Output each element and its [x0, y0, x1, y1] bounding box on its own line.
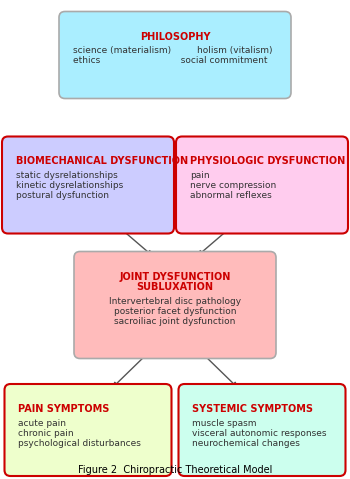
Text: science (materialism)         holism (vitalism): science (materialism) holism (vitalism) [73, 46, 273, 55]
Text: PHYSIOLOGIC DYSFUNCTION: PHYSIOLOGIC DYSFUNCTION [190, 157, 345, 167]
Text: Intervertebral disc pathology: Intervertebral disc pathology [109, 297, 241, 306]
Text: Figure 2  Chiropractic Theoretical Model: Figure 2 Chiropractic Theoretical Model [78, 465, 272, 475]
FancyBboxPatch shape [176, 137, 348, 233]
Text: posterior facet dysfunction: posterior facet dysfunction [114, 307, 236, 316]
Text: JOINT DYSFUNCTION: JOINT DYSFUNCTION [119, 272, 231, 282]
Text: sacroiliac joint dysfunction: sacroiliac joint dysfunction [114, 317, 236, 326]
Text: acute pain: acute pain [19, 419, 66, 427]
FancyBboxPatch shape [5, 384, 172, 476]
Text: postural dysfunction: postural dysfunction [16, 191, 109, 200]
Text: static dysrelationships: static dysrelationships [16, 171, 118, 180]
FancyBboxPatch shape [59, 11, 291, 99]
Text: PAIN SYMPTOMS: PAIN SYMPTOMS [19, 404, 110, 414]
FancyBboxPatch shape [2, 137, 174, 233]
FancyBboxPatch shape [178, 384, 345, 476]
Text: pain: pain [190, 171, 210, 180]
FancyBboxPatch shape [74, 251, 276, 358]
Text: PHILOSOPHY: PHILOSOPHY [140, 32, 210, 42]
Text: neurochemical changes: neurochemical changes [193, 438, 300, 447]
Text: muscle spasm: muscle spasm [193, 419, 257, 427]
Text: psychological disturbances: psychological disturbances [19, 438, 141, 447]
Text: kinetic dysrelationships: kinetic dysrelationships [16, 181, 123, 190]
Text: BIOMECHANICAL DYSFUNCTION: BIOMECHANICAL DYSFUNCTION [16, 157, 188, 167]
Text: visceral autonomic responses: visceral autonomic responses [193, 429, 327, 437]
Text: SUBLUXATION: SUBLUXATION [136, 282, 214, 292]
Text: ethics                            social commitment: ethics social commitment [73, 56, 267, 65]
Text: abnormal reflexes: abnormal reflexes [190, 191, 272, 200]
Text: SYSTEMIC SYMPTOMS: SYSTEMIC SYMPTOMS [193, 404, 314, 414]
Text: chronic pain: chronic pain [19, 429, 74, 437]
Text: nerve compression: nerve compression [190, 181, 276, 190]
